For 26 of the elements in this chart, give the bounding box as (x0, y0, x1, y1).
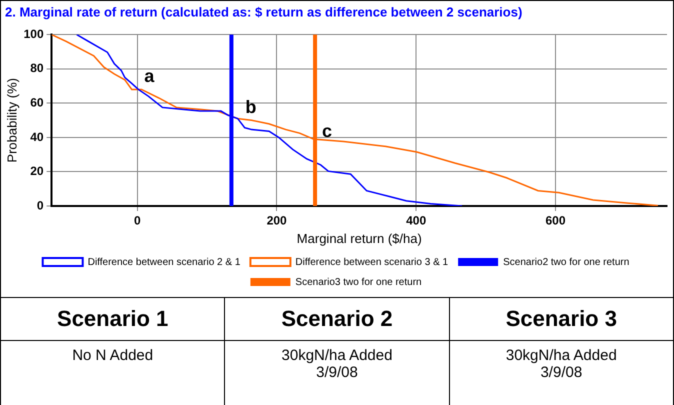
y-axis-title: Probability (%) (4, 78, 20, 163)
y-tick-label: 80 (30, 61, 44, 76)
text: Scenario 2 (281, 306, 393, 331)
x-tick-label: 200 (266, 214, 288, 228)
text: 30kgN/ha Added 3/9/08 (504, 347, 618, 381)
text: Scenario 3 (506, 306, 617, 331)
x-tick-label: 600 (545, 214, 566, 228)
text: No N Added (72, 347, 154, 364)
annotation: a (144, 66, 156, 86)
legend-label: Scenario3 two for one return (295, 276, 422, 288)
annotation: b (245, 96, 256, 117)
legend-label: Scenario2 two for one return (503, 256, 630, 268)
x-tick-label: 400 (406, 214, 426, 228)
y-tick-label: 20 (30, 164, 44, 178)
x-tick-label: 0 (134, 214, 141, 228)
text: 30kgN/ha Added 3/9/08 (280, 347, 394, 381)
y-tick-label: 100 (24, 26, 44, 41)
legend-label: Difference between scenario 3 & 1 (295, 256, 449, 268)
chart-title: 2. Marginal rate of return (calculated as: $ return as difference between 2 scenarios) (5, 4, 522, 20)
y-tick-label: 40 (30, 130, 44, 144)
annotation: c (322, 120, 332, 141)
text: Scenario 1 (57, 306, 168, 331)
y-tick-label: 0 (36, 198, 44, 212)
legend-label: Difference between scenario 2 & 1 (88, 256, 241, 268)
y-tick-label: 60 (30, 95, 44, 110)
x-axis-title: Marginal return ($/ha) (296, 230, 422, 246)
